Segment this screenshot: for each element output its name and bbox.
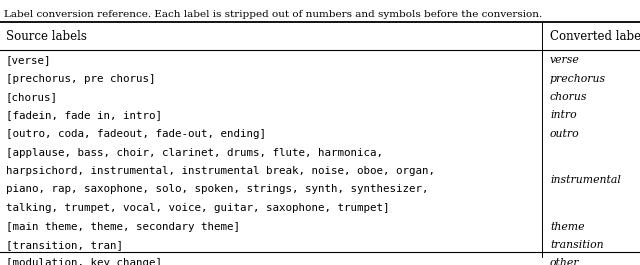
Text: intro: intro bbox=[550, 111, 577, 121]
Text: [verse]: [verse] bbox=[6, 55, 51, 65]
Text: Source labels: Source labels bbox=[6, 30, 87, 43]
Text: other: other bbox=[550, 258, 579, 265]
Text: Label conversion reference. Each label is stripped out of numbers and symbols be: Label conversion reference. Each label i… bbox=[4, 10, 542, 19]
Text: [main theme, theme, secondary theme]: [main theme, theme, secondary theme] bbox=[6, 222, 240, 232]
Text: theme: theme bbox=[550, 222, 584, 232]
Text: chorus: chorus bbox=[550, 92, 588, 102]
Text: [applause, bass, choir, clarinet, drums, flute, harmonica,: [applause, bass, choir, clarinet, drums,… bbox=[6, 148, 383, 157]
Text: prechorus: prechorus bbox=[550, 73, 606, 83]
Text: [transition, tran]: [transition, tran] bbox=[6, 240, 123, 250]
Text: piano, rap, saxophone, solo, spoken, strings, synth, synthesizer,: piano, rap, saxophone, solo, spoken, str… bbox=[6, 184, 429, 195]
Text: talking, trumpet, vocal, voice, guitar, saxophone, trumpet]: talking, trumpet, vocal, voice, guitar, … bbox=[6, 203, 390, 213]
Text: [fadein, fade in, intro]: [fadein, fade in, intro] bbox=[6, 111, 162, 121]
Text: Converted label: Converted label bbox=[550, 30, 640, 43]
Text: [modulation, key change]: [modulation, key change] bbox=[6, 258, 162, 265]
Text: [prechorus, pre chorus]: [prechorus, pre chorus] bbox=[6, 73, 156, 83]
Text: verse: verse bbox=[550, 55, 580, 65]
Text: transition: transition bbox=[550, 240, 604, 250]
Text: instrumental: instrumental bbox=[550, 175, 621, 185]
Text: [chorus]: [chorus] bbox=[6, 92, 58, 102]
Text: harpsichord, instrumental, instrumental break, noise, oboe, organ,: harpsichord, instrumental, instrumental … bbox=[6, 166, 435, 176]
Text: [outro, coda, fadeout, fade-out, ending]: [outro, coda, fadeout, fade-out, ending] bbox=[6, 129, 266, 139]
Text: outro: outro bbox=[550, 129, 580, 139]
